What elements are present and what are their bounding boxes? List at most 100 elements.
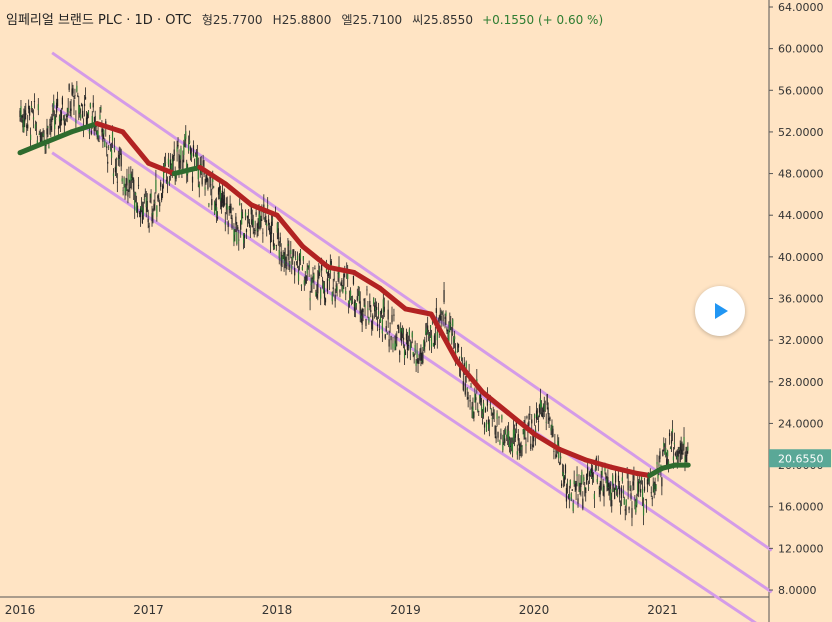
candle-body (208, 203, 210, 206)
candle-body (98, 141, 100, 142)
candle-body (412, 352, 414, 356)
candle-body (57, 125, 60, 130)
play-button[interactable] (695, 286, 745, 336)
candle-body (480, 394, 482, 403)
candle-body (391, 314, 393, 323)
candle-body (247, 212, 250, 214)
candle-body (136, 205, 139, 213)
candle-body (523, 427, 525, 437)
candle-body (429, 325, 432, 329)
candle-body (185, 131, 187, 139)
candle-body (96, 130, 98, 136)
candle-body (264, 218, 266, 220)
candle-body (320, 289, 322, 299)
candle-body (86, 113, 89, 120)
candle-body (481, 407, 483, 412)
candle-body (275, 245, 277, 246)
candle-body (680, 443, 682, 451)
candle-body (331, 291, 333, 302)
candle-body (575, 483, 577, 491)
candle-body (181, 176, 183, 178)
candle-body (130, 173, 132, 181)
candle-body (87, 111, 90, 115)
candle-body (666, 458, 668, 467)
last-price-tag (769, 449, 831, 468)
candle-body (677, 451, 679, 457)
moving-average-segment (454, 358, 486, 395)
moving-average-segment (300, 243, 331, 270)
candle-body (405, 333, 408, 341)
candle-body (228, 206, 230, 210)
low-label: 엘 (341, 13, 353, 27)
candle-body (197, 167, 199, 180)
candle-body (599, 483, 601, 495)
candle-body (606, 478, 608, 487)
candle-body (492, 413, 494, 416)
candle-body (456, 349, 459, 352)
candle-body (70, 108, 72, 111)
candle-body (288, 250, 290, 260)
candle-body (411, 332, 413, 338)
candle-body (472, 406, 474, 418)
candle-body (178, 154, 180, 169)
candle-body (464, 383, 466, 395)
candle-body (66, 115, 68, 118)
candle-body (378, 329, 381, 330)
candle-body (612, 475, 614, 485)
candle-body (257, 221, 259, 232)
candle-body (77, 95, 79, 97)
candle-body (475, 397, 477, 401)
candle-body (558, 445, 560, 459)
candle-body (182, 159, 184, 170)
candle-body (272, 239, 275, 247)
candle-body (594, 468, 596, 471)
candle-body (179, 161, 181, 163)
candle-body (20, 106, 22, 118)
candle-body (226, 204, 228, 210)
candle-body (231, 217, 233, 229)
candle-body (164, 162, 167, 164)
candle-body (449, 322, 451, 331)
candle-body (513, 429, 516, 438)
candle-body (313, 274, 315, 280)
candle-body (514, 433, 516, 438)
candle-body (61, 97, 64, 105)
candle-body (356, 296, 358, 301)
candle-body (609, 484, 611, 494)
candle-body (322, 282, 325, 293)
candle-body (630, 493, 632, 499)
candle-body (147, 218, 149, 223)
candle-body (100, 107, 102, 110)
candle-body (157, 195, 159, 199)
candle-body (221, 190, 223, 203)
candle-body (561, 472, 564, 474)
candle-body (160, 182, 162, 187)
candle-body (278, 249, 280, 259)
x-tick-label: 2016 (5, 603, 36, 617)
candle-body (467, 397, 469, 399)
candle-body (119, 153, 121, 155)
candle-body (259, 214, 261, 227)
candle-body (384, 334, 386, 339)
candle-body (601, 470, 603, 475)
candle-body (358, 290, 360, 301)
candle-body (563, 476, 566, 484)
candle-body (94, 115, 96, 128)
candle-body (427, 325, 429, 330)
candle-body (618, 486, 621, 495)
candle-body (634, 504, 636, 506)
candle-body (342, 285, 344, 293)
candle-body (297, 271, 300, 282)
candle-body (116, 181, 118, 183)
candle-body (305, 276, 307, 284)
candle-body (644, 499, 647, 501)
candle-body (557, 440, 559, 447)
candle-body (430, 335, 433, 348)
candle-body (470, 385, 472, 387)
candle-body (636, 497, 638, 506)
candle-body (262, 232, 264, 234)
candle-body (589, 470, 592, 475)
candle-body (71, 88, 73, 95)
candle-body (39, 135, 41, 137)
